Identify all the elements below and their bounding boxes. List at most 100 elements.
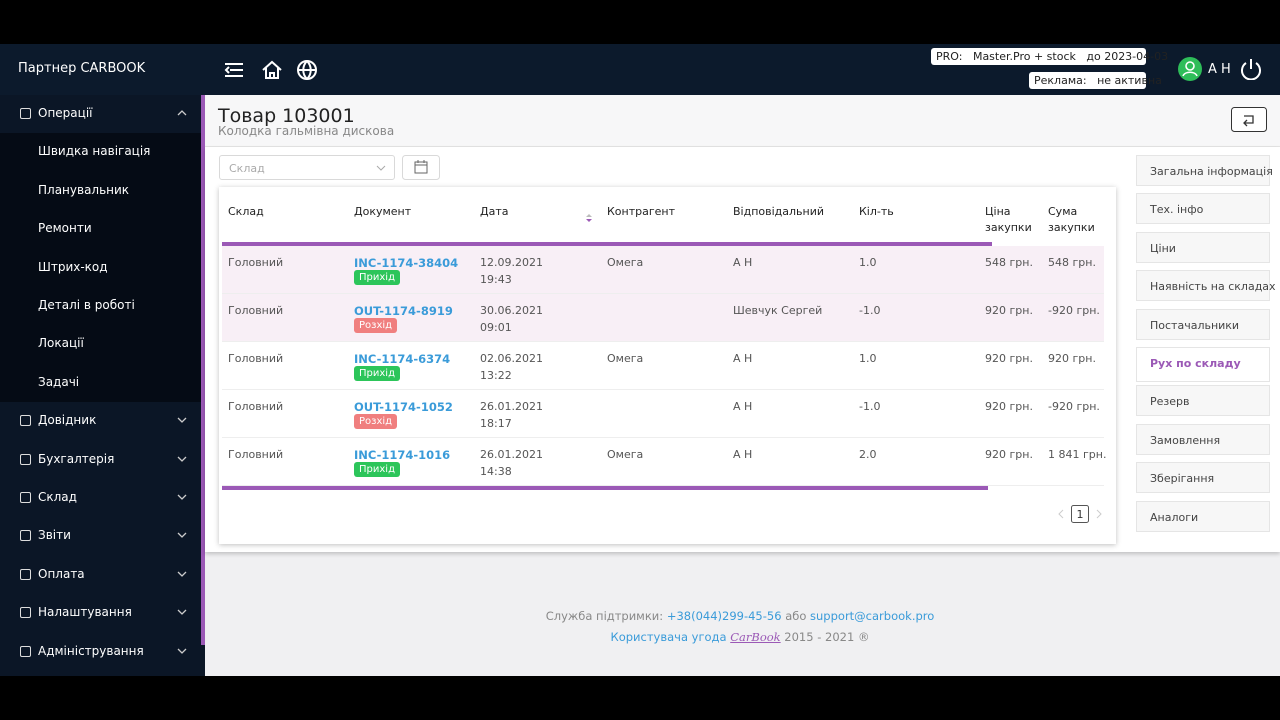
nav-label: Бухгалтерія	[38, 451, 115, 466]
ads-badge: Реклама: не активна	[1029, 72, 1162, 89]
page-number[interactable]: 1	[1077, 508, 1084, 521]
nav-subitem[interactable]: Ремонти	[38, 221, 92, 236]
tab[interactable]: Постачальники	[1136, 308, 1270, 340]
pro-plan: Master.Pro + stock	[972, 50, 1076, 63]
cell-responsible: А Н	[733, 256, 753, 269]
nav-subitem[interactable]: Деталі в роботі	[38, 297, 135, 312]
back-button[interactable]	[1231, 107, 1267, 132]
sidebar: Операції Швидка навігація Планувальник Ремо…	[0, 95, 205, 676]
chevron	[177, 609, 187, 616]
tab[interactable]: Загальна інформація	[1136, 155, 1273, 186]
cell-responsible: А Н	[733, 448, 753, 461]
page-subtitle: Колодка гальмівна дискова	[218, 124, 395, 138]
column-header: Відповідальний	[733, 205, 825, 218]
nav-item[interactable]: Довідник	[0, 402, 201, 440]
logo: CarBook	[730, 630, 781, 644]
document-link[interactable]: OUT-1174-8919	[354, 304, 453, 318]
nav-subitem[interactable]: Штрих-код	[38, 259, 108, 274]
tab[interactable]: Ціни	[1136, 231, 1270, 263]
column-header[interactable]: Дата	[480, 205, 509, 218]
pro-badge: PRO: Master.Pro + stock до 2023-04-03	[931, 48, 1168, 65]
phone[interactable]: +38(044)299-45-56	[666, 609, 782, 623]
column-header: Ціна закупки	[985, 205, 1032, 234]
column-header: Кіл-ть	[859, 205, 894, 218]
nav-item[interactable]: Бухгалтерія	[0, 441, 201, 479]
ads-status: не активна	[1097, 74, 1162, 87]
document-link[interactable]: INC-1174-1016	[354, 448, 451, 462]
warehouse-select[interactable]: Склад	[219, 155, 395, 180]
cell-qty: 1.0	[859, 352, 877, 365]
date-picker[interactable]	[402, 155, 440, 180]
cell-date: 02.06.2021	[480, 352, 543, 365]
nav-subitem[interactable]: Задачі	[38, 374, 80, 389]
nav-item[interactable]: Операції	[0, 95, 201, 133]
cell-counterparty: Омега	[607, 256, 644, 269]
agreement[interactable]: Користувача угода	[610, 630, 727, 644]
document-link[interactable]: INC-1174-6374	[354, 352, 451, 366]
logout[interactable]	[1240, 58, 1262, 80]
nav-item[interactable]: Оплата	[0, 556, 201, 594]
cell-time: 19:43	[480, 273, 512, 286]
tab[interactable]: Зберігання	[1136, 462, 1270, 494]
cell-price: 920 грн.	[985, 448, 1033, 461]
ads-label: Реклама:	[1034, 74, 1087, 87]
nav-item[interactable]: Склад	[0, 479, 201, 517]
nav-item[interactable]: Налаштування	[0, 594, 201, 632]
chevron	[177, 571, 187, 577]
content: Товар 103001 Колодка гальмівна дискова С…	[205, 95, 1280, 676]
nav-subitem[interactable]: Швидка навігація	[38, 144, 151, 159]
nav-subitem[interactable]: Локації	[38, 336, 84, 351]
cell-date: 26.01.2021	[480, 400, 543, 413]
nav-label: Склад	[38, 490, 77, 504]
sort-icon-down[interactable]	[586, 219, 592, 222]
nav-icon	[20, 108, 31, 119]
tab[interactable]: Наявність на складах	[1136, 270, 1276, 302]
toolbar-icons[interactable]	[222, 58, 322, 82]
cell-responsible: А Н	[733, 352, 753, 365]
cell-time: 09:01	[480, 321, 512, 334]
nav-icon	[20, 415, 31, 427]
document-link[interactable]: OUT-1174-1052	[354, 400, 453, 414]
cell-qty: 2.0	[859, 448, 877, 461]
chevron	[177, 494, 187, 500]
cell-responsible: А Н	[733, 400, 753, 413]
sort-icon[interactable]	[586, 214, 592, 217]
tab[interactable]: Резерв	[1136, 385, 1270, 417]
tab[interactable]: Рух по складу	[1136, 347, 1270, 382]
page-header: Товар 103001 Колодка гальмівна дискова	[205, 95, 1280, 147]
table-card: Склад Документ Дата Контрагент Відповідальни…	[219, 187, 1116, 544]
cell-price: 920 грн.	[985, 352, 1033, 365]
column-header: Сума закупки	[1048, 205, 1095, 234]
nav-label: Налаштування	[38, 605, 132, 620]
document-link[interactable]: INC-1174-38404	[354, 256, 459, 270]
cell-sum: -920 грн.	[1048, 304, 1100, 317]
cell-date: 30.06.2021	[480, 304, 543, 317]
trademark: ®	[857, 630, 870, 644]
email[interactable]: support@carbook.pro	[810, 609, 935, 623]
user-name[interactable]: А Н	[1208, 62, 1231, 77]
nav-icon	[20, 530, 31, 542]
cell-sum: 548 грн.	[1048, 256, 1096, 269]
or: або	[785, 609, 807, 623]
footer-support: Служба підтримки: +38(044)299-45-56 або …	[205, 609, 1275, 623]
cell-sum: 1 841 грн.	[1048, 448, 1107, 461]
brand[interactable]: Партнер CARBOOK	[18, 61, 146, 76]
avatar[interactable]	[1178, 57, 1202, 81]
cell-time: 18:17	[480, 417, 512, 430]
cell-responsible: Шевчук Сергей	[733, 304, 823, 317]
chevron	[177, 417, 187, 424]
table-row: Головний INC-1174-38404 12.09.2021 Омега А Н…	[222, 246, 1104, 294]
nav-item[interactable]: Звіти	[0, 517, 201, 555]
table-row: Головний OUT-1174-8919 30.06.2021 Шевчук Се…	[222, 294, 1104, 342]
tab[interactable]: Аналоги	[1136, 500, 1270, 532]
tab[interactable]: Замовлення	[1136, 423, 1270, 455]
nav-label: Довідник	[38, 413, 97, 428]
tab[interactable]: Тех. інфо	[1136, 193, 1270, 225]
nav-icon	[20, 568, 31, 580]
nav-subitem[interactable]: Планувальник	[38, 182, 130, 197]
warehouse-placeholder: Склад	[229, 162, 265, 175]
nav-item[interactable]: Адміністрування	[0, 633, 201, 671]
scroll-top	[222, 242, 992, 246]
chevron	[177, 456, 187, 462]
